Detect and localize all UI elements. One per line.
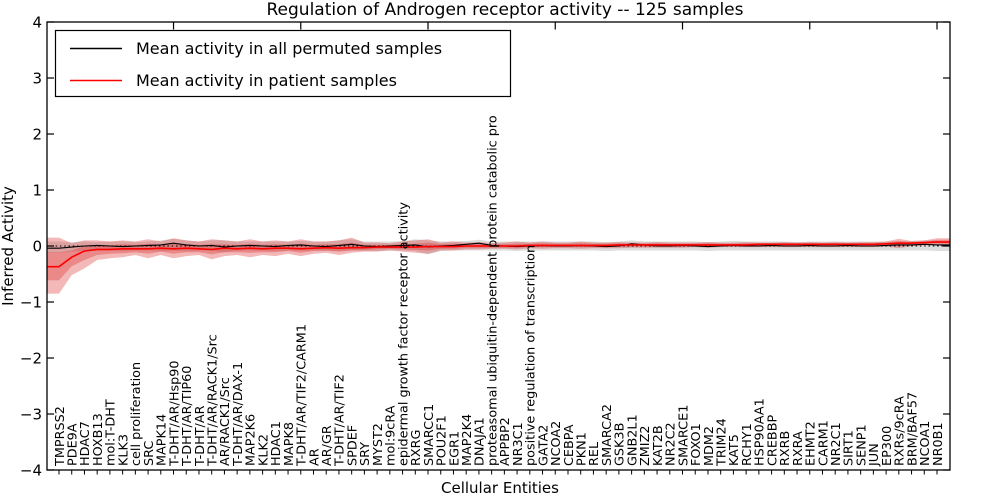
x-tick-label: mol:9cRA	[384, 405, 399, 466]
x-tick-label: HSP90AA1	[753, 398, 768, 466]
x-tick-label: TRIM24	[715, 418, 730, 467]
x-tick-label: EP300	[880, 426, 895, 466]
x-tick-label: DNAJA1	[473, 417, 488, 466]
x-axis-label: Cellular Entities	[441, 479, 559, 497]
x-tick-label: POU2F1	[435, 415, 450, 466]
x-tick-label: NR2C1	[829, 422, 844, 466]
y-tick-label: 4	[32, 14, 42, 32]
x-tick-label: SPDEF	[346, 425, 361, 466]
x-tick-label: T-DHT/AR/DAX-1	[231, 362, 246, 467]
x-tick-label: KLK2	[256, 434, 271, 466]
y-axis-label: Inferred Activity	[0, 186, 17, 306]
y-tick-label: 3	[32, 70, 42, 88]
x-tick-label: AR/GR	[320, 425, 335, 466]
x-tick-label: SRC	[142, 441, 157, 466]
x-tick-label: AR	[307, 448, 322, 466]
x-tick-label: SMARCE1	[676, 405, 691, 466]
x-tick-label: GATA2	[536, 425, 551, 466]
x-tick-label: KAT5	[727, 434, 742, 466]
x-tick-label: ZMIZ2	[638, 426, 653, 467]
x-tick-label: PKN1	[575, 432, 590, 466]
legend-label-patient: Mean activity in patient samples	[136, 71, 397, 90]
x-tick-label: SMARCC1	[422, 404, 437, 466]
x-tick-label: epidermal growth factor receptor activit…	[396, 202, 411, 466]
series-line-patient	[47, 241, 950, 268]
x-tick-label: T-DHT/AR/TIP60	[180, 366, 195, 467]
x-tick-label: RXRG	[409, 430, 424, 466]
x-tick-label: TMPRSS2	[53, 406, 68, 467]
x-tick-label: MAPK14	[155, 414, 170, 466]
x-tick-label: FOXO1	[689, 423, 704, 466]
x-tick-label: GSK3B	[613, 423, 628, 466]
y-tick-label: −4	[20, 462, 42, 480]
x-tick-label: NR2C2	[664, 422, 679, 466]
x-tick-label: MAP2K6	[244, 414, 259, 466]
x-tick-label: PDE9A	[66, 423, 81, 466]
plot-border	[46, 21, 951, 471]
x-tick-label: MAP2K4	[460, 414, 475, 466]
legend: Mean activity in all permuted samples Me…	[54, 29, 512, 98]
x-tick-label: NCOA1	[918, 421, 933, 466]
x-tick-label: RXRs/9cRA	[893, 396, 908, 466]
x-tick-label: SRY	[358, 442, 373, 466]
x-tick-label: APPBP2	[498, 417, 513, 466]
x-tick-label: EHMT2	[804, 421, 819, 466]
legend-box	[54, 29, 512, 98]
legend-label-permuted: Mean activity in all permuted samples	[136, 39, 442, 58]
x-tick-label: SENP1	[855, 424, 870, 466]
x-tick-label: NR0B1	[931, 422, 946, 466]
x-tick-label: REL	[587, 441, 602, 466]
x-tick-label: KLK3	[116, 434, 131, 466]
y-tick-label: 2	[32, 126, 42, 144]
x-tick-label: GNB2L1	[625, 414, 640, 466]
x-tick-label: T-DHT/AR/RACK1/Src	[206, 334, 221, 467]
x-tick-label: T-DHT/AR/Hsp90	[167, 360, 182, 467]
x-tick-label: MYST2	[371, 423, 386, 466]
x-tick-label: MDM2	[702, 426, 717, 466]
x-tick-label: positive regulation of transcription	[524, 245, 539, 466]
x-tick-label: CARM1	[816, 420, 831, 466]
x-tick-label: KAT2B	[651, 425, 666, 466]
x-tick-label: HDAC1	[269, 421, 284, 466]
chart-title: Regulation of Androgen receptor activity…	[267, 0, 744, 20]
x-tick-label: NR3C1	[511, 422, 526, 466]
x-tick-label: RXRB	[778, 431, 793, 466]
x-tick-label: RXRA	[791, 431, 806, 466]
x-tick-label: SMARCA2	[600, 404, 615, 466]
plot-layers: 43210−1−2−3−4TMPRSS2PDE9AHDAC7HOXB13mol:…	[20, 14, 950, 480]
x-tick-label: HDAC7	[78, 421, 93, 466]
x-tick-label: HOXB13	[91, 413, 106, 466]
x-tick-label: JUN	[867, 443, 882, 467]
y-tick-label: 0	[32, 238, 42, 256]
x-tick-label: mol:T-DHT	[104, 399, 119, 466]
x-tick-label: T-DHT/AR/TIF2	[333, 374, 348, 467]
x-tick-label: MAPK8	[282, 422, 297, 466]
x-tick-label: AR/RACK1/Src	[218, 377, 233, 466]
x-tick-label: CREBBP	[765, 415, 780, 466]
y-tick-label: 1	[32, 182, 42, 200]
x-tick-label: cell proliferation	[129, 362, 144, 466]
x-tick-label: RCHY1	[740, 423, 755, 466]
x-tick-label: BRM/BAF57	[905, 392, 920, 466]
x-tick-label: SIRT1	[842, 430, 857, 466]
band-patient-outer	[47, 237, 950, 294]
x-tick-label: EGR1	[447, 431, 462, 466]
x-tick-label: T-DHT/AR	[193, 405, 208, 467]
x-tick-label: CEBPA	[562, 424, 577, 466]
x-tick-label: NCOA2	[549, 421, 564, 466]
y-tick-label: −3	[20, 406, 42, 424]
x-tick-label: proteasomal ubiquitin-dependent protein …	[485, 115, 500, 466]
x-tick-label: T-DHT/AR/TIF2/CARM1	[295, 324, 310, 467]
y-tick-label: −2	[20, 350, 42, 368]
band-patient-inner	[47, 239, 950, 281]
y-tick-label: −1	[20, 294, 42, 312]
